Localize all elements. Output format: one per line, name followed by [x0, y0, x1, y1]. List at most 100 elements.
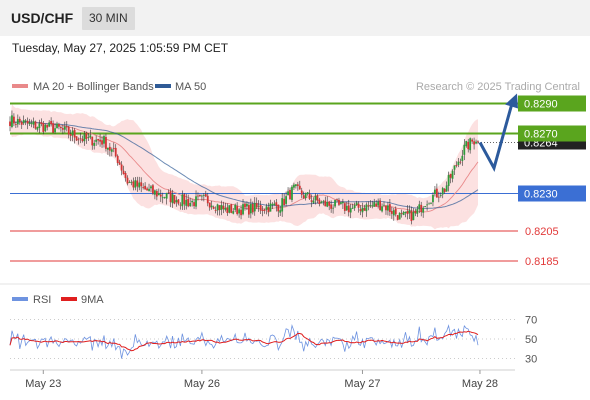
candle-body: [216, 204, 219, 211]
candle-body: [332, 207, 334, 209]
candle-body: [34, 121, 37, 129]
candle-body: [36, 127, 39, 130]
candle-body: [367, 205, 370, 207]
candle-body: [410, 211, 413, 222]
candle-body: [377, 201, 380, 206]
x-axis-label: May 23: [25, 378, 61, 390]
candle-body: [95, 139, 98, 142]
candle-body: [144, 185, 147, 190]
candle-body: [277, 204, 280, 212]
candle-body: [159, 194, 162, 197]
candle-body: [228, 205, 231, 213]
candle-body: [24, 120, 27, 122]
candle-body: [336, 199, 338, 201]
candle-body: [22, 120, 25, 124]
candle-body: [435, 188, 438, 198]
candle-body: [189, 203, 192, 206]
candle-body: [343, 203, 346, 211]
candle-body: [9, 121, 11, 126]
candle-body: [439, 194, 442, 196]
candle-body: [294, 184, 297, 187]
candle-body: [193, 202, 195, 207]
candle-body: [101, 140, 103, 145]
candle-body: [163, 197, 166, 199]
candle-body: [71, 130, 74, 136]
candle-body: [63, 126, 66, 130]
candle-body: [155, 190, 158, 197]
candle-body: [394, 208, 397, 215]
candle-body: [412, 211, 415, 220]
candle-body: [322, 201, 325, 202]
candle-body: [177, 199, 180, 204]
candle-body: [136, 180, 139, 187]
candle-body: [328, 201, 331, 206]
candle-body: [212, 206, 215, 209]
candle-body: [263, 209, 266, 211]
candle-body: [93, 142, 96, 146]
candle-body: [60, 127, 62, 129]
candle-body: [285, 196, 288, 204]
candle-body: [218, 205, 221, 211]
candle-body: [238, 209, 241, 214]
candle-body: [236, 206, 239, 214]
candle-body: [103, 136, 105, 144]
resistance-level-tag: [518, 95, 586, 112]
candle-body: [108, 146, 111, 151]
x-axis-label: May 28: [462, 378, 498, 390]
candle-body: [122, 170, 125, 175]
candle-body: [383, 204, 385, 206]
scenario-arrow: [478, 93, 518, 172]
symbol-label: USD/CHF: [11, 10, 74, 26]
price-legend: MA 20 + Bollinger Bands MA 50: [12, 81, 206, 93]
candle-body: [392, 210, 395, 216]
x-axis: May 23 May 26 May 27 May 28: [10, 369, 515, 390]
candle-body: [398, 212, 401, 220]
candle-body: [56, 123, 58, 129]
rsi-legend-label: RSI: [33, 294, 51, 306]
candle-body: [473, 141, 475, 145]
candle-body: [469, 138, 472, 151]
candle-body: [89, 135, 92, 138]
candle-body: [351, 207, 354, 209]
candle-body: [234, 204, 237, 210]
scenario-path: [478, 103, 514, 172]
candle-body: [338, 199, 340, 205]
candle-body: [441, 188, 444, 195]
candle-body: [459, 161, 462, 163]
candle-body: [124, 173, 127, 178]
level-labels: 0.8290 0.8270 0.8230 0.8205 0.8185: [518, 95, 586, 268]
rsi-ma-legend-swatch: [61, 297, 77, 301]
ma50-legend-label: MA 50: [175, 81, 206, 93]
candle-body: [148, 188, 150, 191]
candle-body: [183, 194, 186, 205]
timeframe-badge[interactable]: 30 MIN: [82, 7, 135, 30]
candle-body: [44, 124, 47, 132]
candle-body: [150, 186, 152, 189]
x-axis-label: May 27: [344, 378, 380, 390]
candle-body: [445, 185, 448, 192]
candle-body: [67, 126, 70, 135]
candle-body: [300, 190, 303, 195]
candle-body: [130, 181, 133, 183]
candle-body: [388, 204, 391, 212]
candle-body: [422, 208, 425, 213]
rsi-tick-label: 30: [525, 353, 537, 365]
rsi-tick-label: 50: [525, 334, 537, 346]
candle-body: [128, 182, 131, 183]
candle-body: [191, 201, 194, 203]
candle-body: [16, 119, 19, 125]
candle-body: [214, 210, 217, 211]
candle-body: [269, 203, 272, 212]
candle-body: [18, 118, 21, 122]
candle-body: [387, 205, 389, 211]
candle-body: [134, 180, 137, 188]
candle-body: [371, 205, 374, 207]
candle-body: [265, 206, 268, 210]
candle-body: [449, 173, 452, 178]
candle-body: [240, 209, 242, 216]
candle-body: [471, 139, 474, 142]
candle-body: [255, 203, 258, 208]
candle-body: [408, 210, 411, 214]
candle-body: [48, 122, 51, 127]
candle-body: [14, 124, 17, 125]
